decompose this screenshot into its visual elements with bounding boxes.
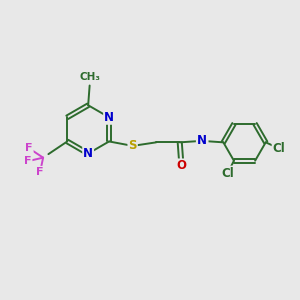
Text: S: S [128, 140, 137, 152]
Text: O: O [176, 159, 186, 172]
Text: N: N [104, 111, 114, 124]
Text: Cl: Cl [222, 167, 234, 180]
Text: F: F [25, 143, 33, 153]
Text: N: N [83, 147, 93, 160]
Text: Cl: Cl [273, 142, 285, 155]
Text: CH₃: CH₃ [79, 72, 100, 82]
Text: F: F [24, 156, 32, 166]
Text: F: F [36, 167, 44, 177]
Text: H: H [199, 134, 208, 143]
Text: N: N [197, 134, 207, 147]
